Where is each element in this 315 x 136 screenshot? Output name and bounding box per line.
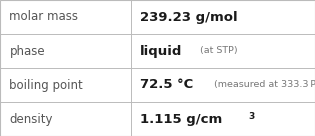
Text: boiling point: boiling point <box>9 78 83 92</box>
Text: density: density <box>9 112 53 126</box>
Text: (at STP): (at STP) <box>200 47 238 55</box>
Text: phase: phase <box>9 44 45 58</box>
Text: 239.23 g/mol: 239.23 g/mol <box>140 10 238 24</box>
Text: liquid: liquid <box>140 44 183 58</box>
Text: (measured at 333.3 Pa): (measured at 333.3 Pa) <box>214 81 315 89</box>
Text: molar mass: molar mass <box>9 10 78 24</box>
Text: 72.5 °C: 72.5 °C <box>140 78 193 92</box>
Text: 3: 3 <box>248 112 254 121</box>
Text: 1.115 g/cm: 1.115 g/cm <box>140 112 222 126</box>
